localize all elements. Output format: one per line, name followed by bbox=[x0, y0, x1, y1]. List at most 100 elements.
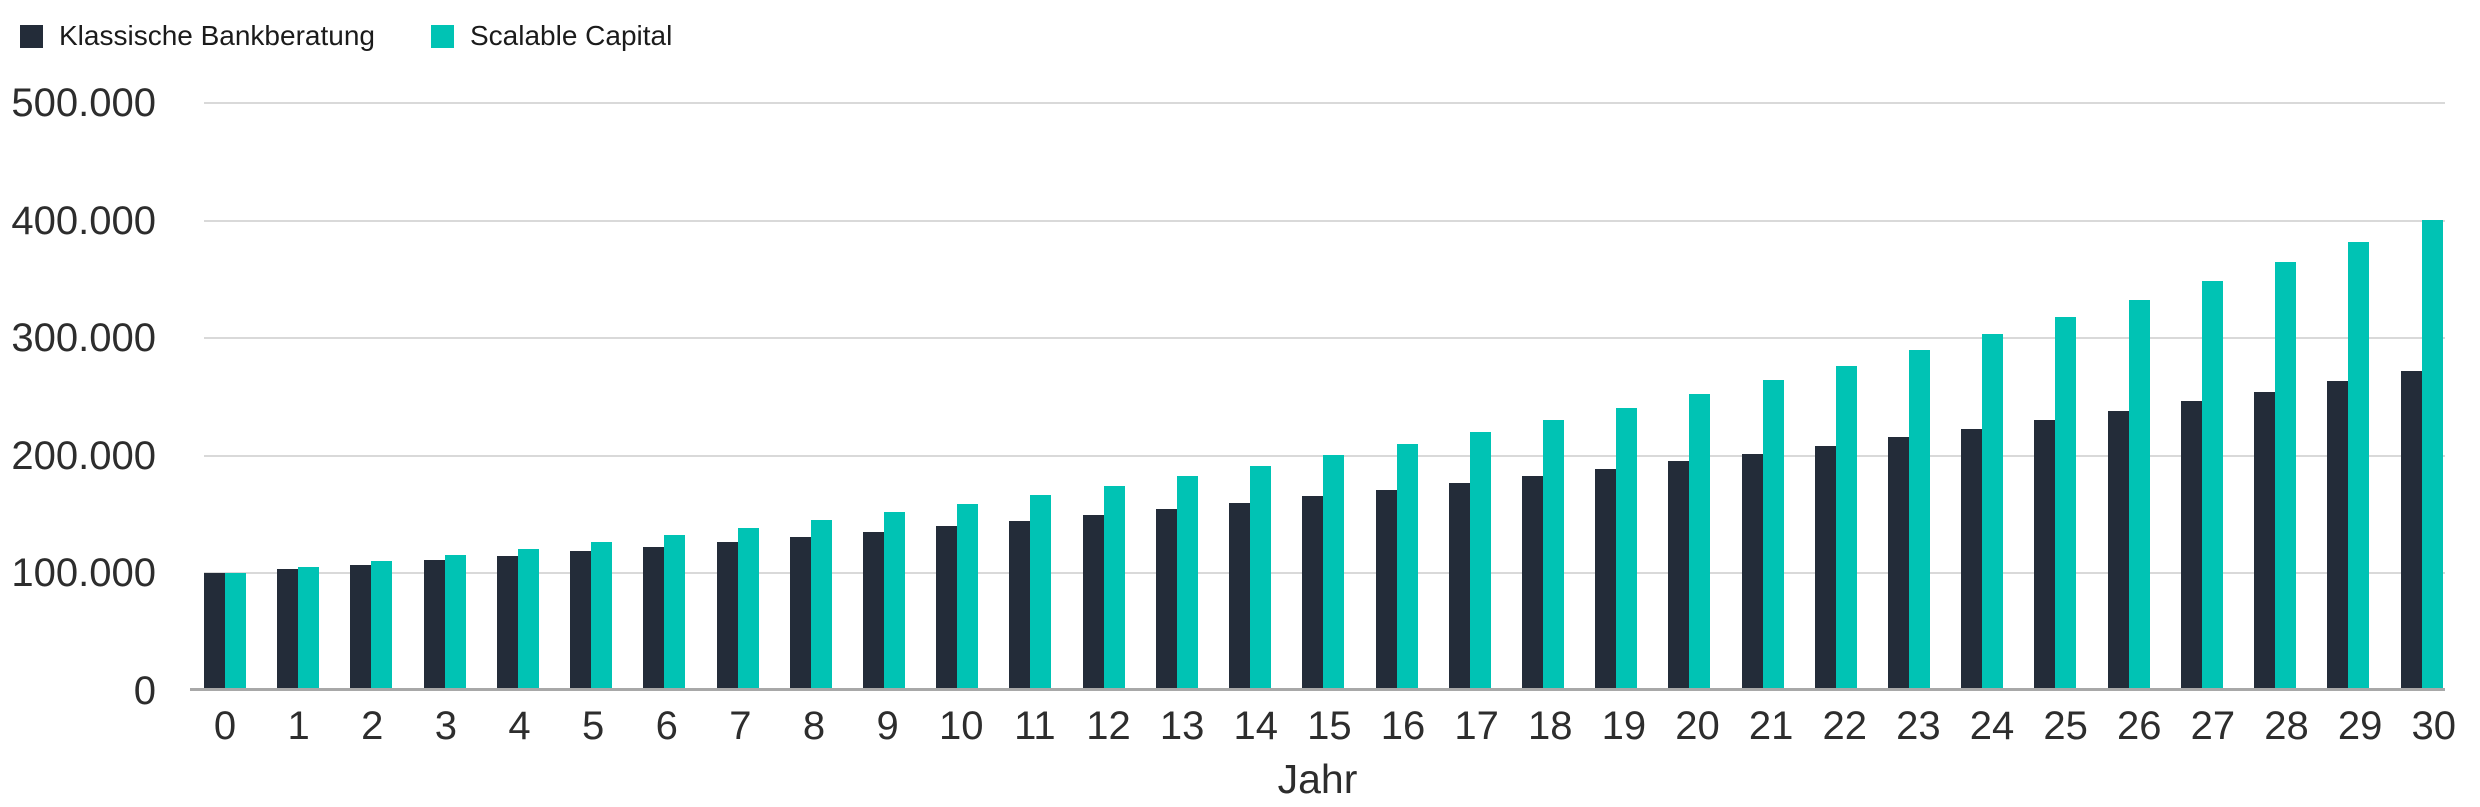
bar-klassische-year-12 bbox=[1082, 514, 1104, 690]
legend-label-scalable: Scalable Capital bbox=[469, 20, 673, 51]
bar-scalable-year-16 bbox=[1396, 444, 1418, 690]
bar-scalable-year-10 bbox=[957, 503, 979, 690]
bar-group-year-16 bbox=[1375, 444, 1418, 690]
bar-group-year-4 bbox=[496, 548, 539, 690]
bar-group-year-3 bbox=[423, 555, 466, 690]
bar-scalable-year-26 bbox=[2128, 299, 2150, 690]
bar-scalable-year-2 bbox=[371, 561, 393, 690]
x-axis-tick-label: 29 bbox=[2337, 704, 2383, 748]
bar-series bbox=[204, 103, 2443, 690]
bar-klassische-year-15 bbox=[1302, 496, 1324, 690]
bar-scalable-year-23 bbox=[1909, 350, 1931, 690]
bar-scalable-year-14 bbox=[1250, 465, 1272, 690]
x-axis-tick-label-text: 1 bbox=[287, 704, 310, 748]
bar-group-year-24 bbox=[1961, 334, 2004, 690]
legend-item-klassische: Klassische Bankberatung bbox=[20, 20, 375, 52]
bar-group-year-13 bbox=[1155, 476, 1198, 690]
bar-klassische-year-2 bbox=[350, 564, 372, 690]
bar-group-year-2 bbox=[350, 561, 393, 690]
bar-group-year-21 bbox=[1741, 380, 1784, 690]
bar-group-year-11 bbox=[1009, 494, 1052, 690]
y-axis-tick-label: 200.000 bbox=[11, 433, 156, 478]
bar-klassische-year-10 bbox=[936, 526, 958, 690]
bar-scalable-year-5 bbox=[591, 542, 613, 690]
x-axis-tick-label-text: 16 bbox=[1380, 704, 1426, 748]
bar-klassische-year-4 bbox=[496, 555, 518, 690]
bar-scalable-year-8 bbox=[810, 520, 832, 690]
x-axis-tick-label: 5 bbox=[572, 706, 614, 746]
bar-klassische-year-21 bbox=[1741, 453, 1763, 690]
bar-scalable-year-1 bbox=[298, 567, 320, 690]
bar-group-year-27 bbox=[2180, 281, 2223, 690]
bar-group-year-6 bbox=[643, 535, 686, 690]
legend-label-klassische: Klassische Bankberatung bbox=[59, 20, 375, 51]
x-axis-tick-label-text: 27 bbox=[2190, 704, 2236, 748]
plot-area bbox=[190, 102, 2445, 691]
bar-group-year-14 bbox=[1229, 465, 1272, 690]
bar-klassische-year-7 bbox=[716, 541, 738, 690]
legend-swatch-scalable-icon bbox=[430, 24, 454, 48]
x-axis-tick-label: 28 bbox=[2264, 706, 2309, 746]
x-axis-tick-label-text: 3 bbox=[434, 704, 457, 748]
bar-klassische-year-25 bbox=[2034, 419, 2056, 690]
x-axis-tick-label: 11 bbox=[1014, 706, 1056, 746]
bar-group-year-7 bbox=[716, 527, 759, 690]
x-axis-tick-label-text: 14 bbox=[1233, 704, 1279, 748]
bar-klassische-year-30 bbox=[2400, 370, 2422, 690]
bar-scalable-year-19 bbox=[1616, 407, 1638, 690]
bar-group-year-26 bbox=[2107, 299, 2150, 690]
x-axis-tick-label-text: 8 bbox=[802, 704, 826, 748]
bar-klassische-year-22 bbox=[1814, 445, 1836, 690]
bar-scalable-year-3 bbox=[444, 555, 466, 690]
x-axis-tick-label: 30 bbox=[2412, 706, 2457, 746]
legend-swatch-klassische-icon bbox=[20, 24, 43, 48]
x-axis-tick-label-text: 23 bbox=[1896, 704, 1941, 748]
x-axis-tick-label: 10 bbox=[939, 704, 984, 748]
y-axis-tick-label: 400.000 bbox=[11, 198, 156, 243]
x-axis-tick-label-text: 17 bbox=[1454, 704, 1499, 748]
bar-klassische-year-3 bbox=[423, 560, 445, 690]
bar-group-year-17 bbox=[1448, 432, 1491, 690]
x-axis-tick-label: 25 bbox=[2043, 704, 2088, 748]
x-axis-tick-label: 23 bbox=[1896, 704, 1941, 748]
bar-scalable-year-4 bbox=[517, 548, 539, 690]
bar-scalable-year-18 bbox=[1542, 420, 1564, 690]
x-axis-line bbox=[190, 688, 2445, 691]
x-axis-tick-label: 12 bbox=[1086, 704, 1131, 748]
x-axis-tick-label: 4 bbox=[499, 706, 541, 746]
x-axis-tick-label-text: 25 bbox=[2043, 704, 2088, 748]
bar-group-year-25 bbox=[2034, 317, 2077, 690]
bar-scalable-year-27 bbox=[2201, 281, 2223, 690]
x-axis-tick-label-text: 20 bbox=[1675, 704, 1720, 748]
bar-scalable-year-9 bbox=[883, 512, 905, 690]
x-axis-tick-label: 7 bbox=[719, 706, 761, 746]
x-axis-tick-label-text: 10 bbox=[939, 704, 984, 748]
x-axis-tick-label-text: 29 bbox=[2337, 704, 2383, 748]
x-axis-tick-label-text: 6 bbox=[655, 704, 678, 748]
bar-klassische-year-13 bbox=[1155, 509, 1177, 690]
bar-scalable-year-21 bbox=[1762, 380, 1784, 690]
bar-group-year-12 bbox=[1082, 485, 1125, 690]
bar-scalable-year-7 bbox=[737, 527, 759, 690]
bar-klassische-year-24 bbox=[1961, 428, 1983, 690]
bar-klassische-year-9 bbox=[862, 531, 884, 690]
x-axis-tick-label: 27 bbox=[2190, 704, 2236, 748]
x-axis-tick-label-text: 12 bbox=[1086, 704, 1131, 748]
bar-group-year-1 bbox=[277, 567, 320, 690]
bar-klassische-year-28 bbox=[2254, 391, 2276, 690]
bar-scalable-year-24 bbox=[1982, 334, 2004, 690]
bar-klassische-year-27 bbox=[2180, 401, 2202, 690]
bar-klassische-year-26 bbox=[2107, 410, 2129, 690]
x-axis-tick-label: 8 bbox=[793, 706, 835, 746]
x-axis-tick-label: 0 bbox=[204, 706, 246, 746]
x-axis-tick-label-text: 21 bbox=[1748, 704, 1794, 748]
x-axis-tick-label: 24 bbox=[1970, 706, 2015, 746]
bar-group-year-18 bbox=[1521, 420, 1564, 690]
x-axis-tick-label-text: 0 bbox=[213, 704, 237, 748]
bar-group-year-22 bbox=[1814, 365, 1857, 690]
bar-group-year-15 bbox=[1302, 455, 1345, 690]
x-axis-tick-label: 2 bbox=[351, 706, 393, 746]
bar-scalable-year-28 bbox=[2275, 261, 2297, 690]
bar-klassische-year-17 bbox=[1448, 483, 1470, 690]
